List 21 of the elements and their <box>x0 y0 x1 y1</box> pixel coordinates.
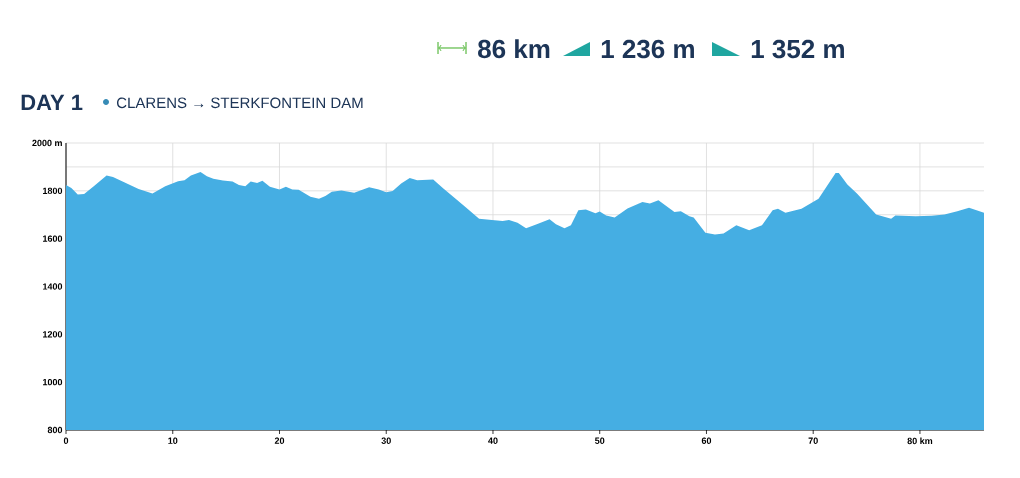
y-tick-label: 1800 <box>43 187 63 195</box>
x-tick-label: 30 <box>381 437 391 444</box>
chart-subtitle: CLARENS → STERKFONTEIN DAM <box>116 97 363 109</box>
y-tick-label: 1400 <box>43 283 63 290</box>
text: 1 352 m <box>751 39 844 59</box>
y-tick-label: 1000 <box>43 378 63 386</box>
text: 86 km <box>478 39 550 59</box>
y-tick-label: 2000 m <box>32 139 62 147</box>
text: 1 236 m <box>601 39 694 59</box>
x-tick-label: 70 <box>808 437 818 444</box>
x-tick-label: 0 <box>63 437 69 444</box>
x-tick-label: 80 km <box>907 437 933 445</box>
y-tick-label: 800 <box>47 426 63 434</box>
chart-title: DAY 1 <box>21 94 83 110</box>
x-tick-label: 10 <box>168 437 178 444</box>
y-tick-label: 1200 <box>43 331 63 338</box>
x-tick-label: 60 <box>701 437 712 444</box>
x-tick-label: 40 <box>488 437 498 444</box>
x-tick-label: 50 <box>595 437 605 444</box>
x-tick-label: 20 <box>274 437 285 444</box>
y-tick-label: 1600 <box>43 235 63 242</box>
